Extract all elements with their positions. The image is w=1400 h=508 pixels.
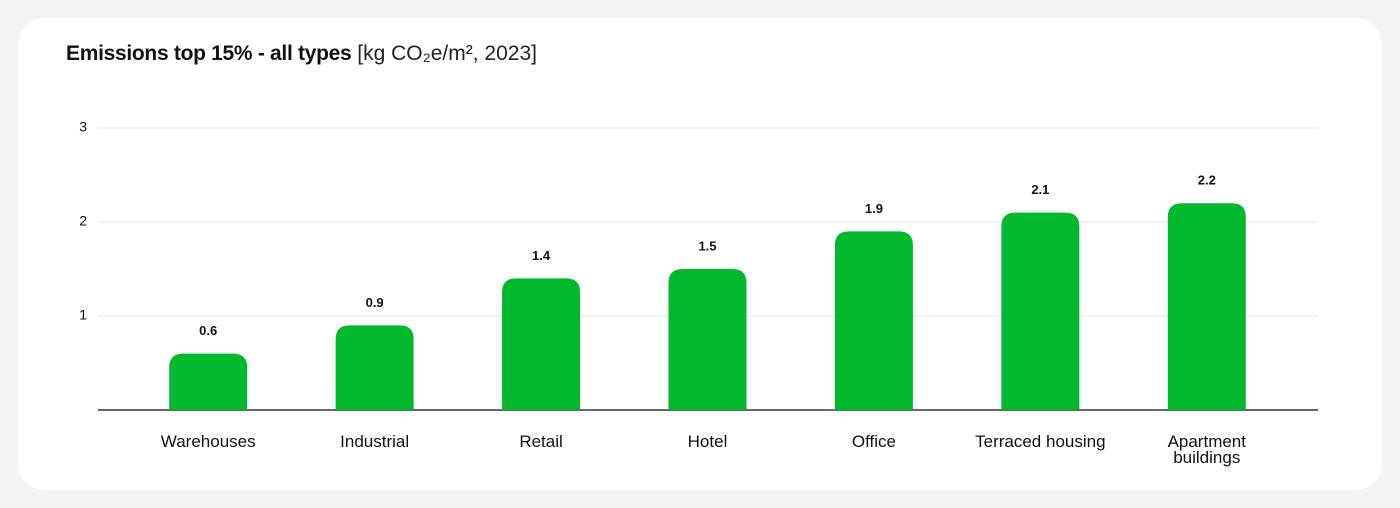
y-tick-label: 2 bbox=[79, 213, 87, 229]
value-label: 0.6 bbox=[199, 323, 217, 338]
value-label: 1.4 bbox=[532, 248, 551, 263]
x-tick-label: Hotel bbox=[687, 432, 728, 451]
bar bbox=[1001, 212, 1080, 410]
bar bbox=[169, 353, 248, 410]
value-label: 1.9 bbox=[865, 201, 883, 216]
bar bbox=[668, 269, 747, 410]
value-label: 2.2 bbox=[1198, 173, 1216, 188]
x-tick-label: Industrial bbox=[340, 432, 410, 451]
bar bbox=[834, 231, 913, 410]
title: Emissions top 15% - all types bbox=[66, 42, 352, 65]
chart-title: Emissions top 15% - all types [kg CO₂e/m… bbox=[66, 42, 537, 66]
bar bbox=[502, 278, 581, 410]
value-label: 0.9 bbox=[366, 295, 384, 310]
bar bbox=[1167, 203, 1246, 410]
unit: [kg CO₂e/m², 2023] bbox=[357, 42, 537, 65]
bar bbox=[335, 325, 414, 410]
y-tick-label: 1 bbox=[79, 307, 87, 323]
card bbox=[18, 18, 1382, 490]
x-tick-label: Terraced housing bbox=[975, 432, 1106, 451]
x-tick-label: Office bbox=[851, 432, 896, 451]
x-tick-label: Apartment buildings bbox=[1167, 432, 1246, 467]
value-label: 1.5 bbox=[698, 238, 716, 253]
x-tick-label: Warehouses bbox=[160, 432, 256, 451]
x-tick-label: Retail bbox=[519, 432, 563, 451]
y-tick-label: 3 bbox=[79, 119, 87, 135]
value-label: 2.1 bbox=[1031, 182, 1049, 197]
